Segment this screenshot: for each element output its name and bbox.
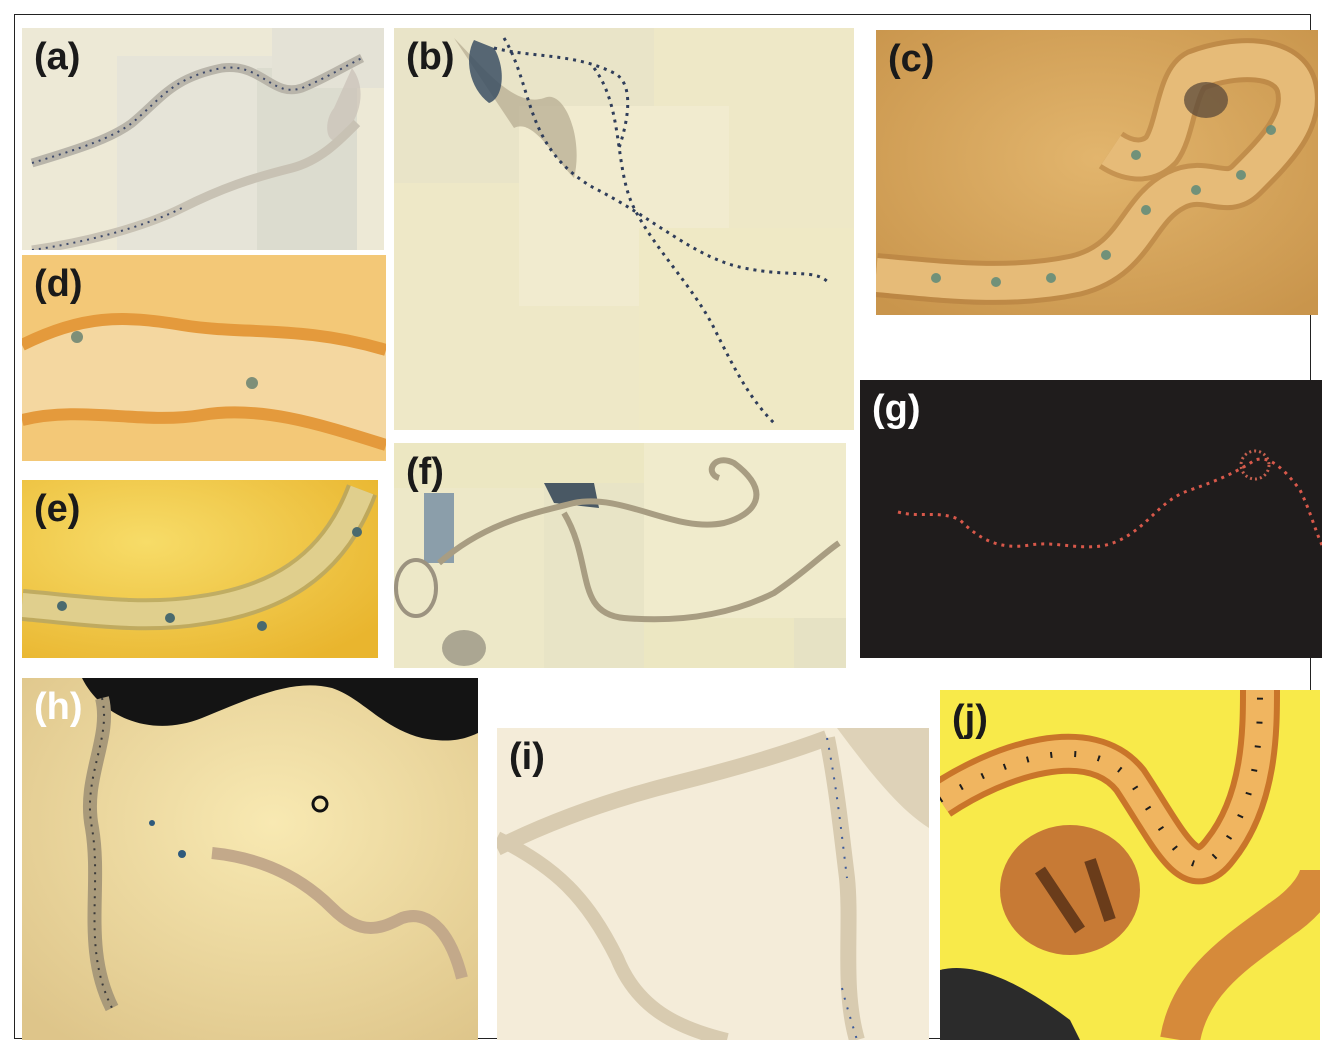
tubule-image-f [394, 443, 846, 668]
micrograph-panel-g: (g) [860, 380, 1322, 658]
panel-label-c: (c) [888, 38, 935, 80]
panel-label-d: (d) [34, 263, 83, 305]
micrograph-panel-i: (i) [497, 728, 929, 1040]
micrograph-panel-a: (a) [22, 28, 384, 250]
panel-label-b: (b) [406, 36, 455, 78]
panel-label-a: (a) [34, 36, 81, 78]
tubule-image-b [394, 28, 854, 430]
tubule-image-a [30, 28, 384, 250]
tubule-image-c [876, 30, 1318, 315]
tubule-image-j [940, 690, 1320, 1040]
micrograph-panel-d: (d) [22, 255, 386, 461]
micrograph-panel-c: (c) [876, 30, 1318, 315]
micrograph-panel-f: (f) [394, 443, 846, 668]
micrograph-panel-h: (h) [22, 678, 478, 1040]
tubule-image-i [497, 728, 929, 1040]
panel-label-j: (j) [952, 698, 988, 740]
tubule-image-h [22, 678, 478, 1040]
panel-label-e: (e) [34, 488, 81, 530]
tubule-image-d [22, 255, 386, 461]
panel-label-i: (i) [509, 736, 545, 778]
micrograph-panel-j: (j) [940, 690, 1320, 1040]
panel-label-h: (h) [34, 686, 83, 728]
tubule-image-g [860, 380, 1322, 658]
micrograph-panel-e: (e) [22, 480, 378, 658]
panel-label-f: (f) [406, 451, 444, 493]
micrograph-panel-b: (b) [394, 28, 854, 430]
tubule-image-e [22, 480, 378, 658]
panel-label-g: (g) [872, 388, 921, 430]
